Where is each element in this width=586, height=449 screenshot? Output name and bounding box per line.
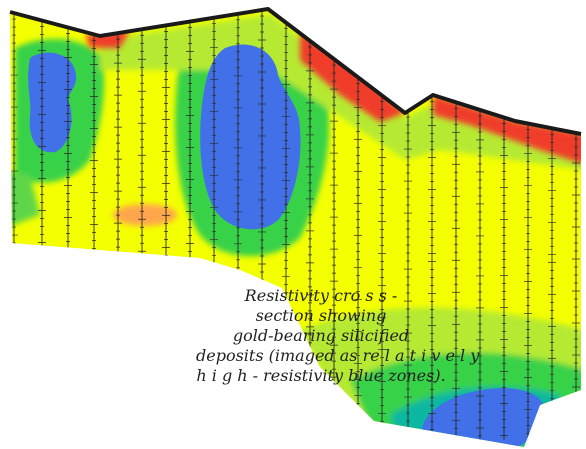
deep-blue-anomaly xyxy=(421,388,545,447)
central-blue-anomaly xyxy=(200,44,301,230)
surface-red-zone-right xyxy=(433,95,581,165)
topography-line xyxy=(9,7,582,136)
caption-line-4: deposits (imaged as re l a t i v e l y xyxy=(196,346,480,365)
caption-line-1: Resistivity cro s s - xyxy=(244,286,398,305)
borehole-line xyxy=(378,97,386,440)
left-blue-anomaly xyxy=(28,52,77,153)
caption-line-2: section showing xyxy=(255,306,387,325)
borehole-line xyxy=(500,119,508,440)
borehole-line xyxy=(404,113,412,440)
borehole-line xyxy=(330,61,338,440)
caption-line-5: h i g h - resistivity blue zones). xyxy=(196,366,446,385)
borehole-line xyxy=(524,125,532,440)
borehole-line xyxy=(428,97,436,440)
borehole-line xyxy=(476,111,484,440)
left-edge-green xyxy=(10,170,40,230)
figure-caption: Resistivity cro s s - section showing go… xyxy=(196,286,480,386)
shallow-orange-anomaly xyxy=(113,204,177,226)
caption-line-3: gold-bearing silicified xyxy=(232,326,410,345)
